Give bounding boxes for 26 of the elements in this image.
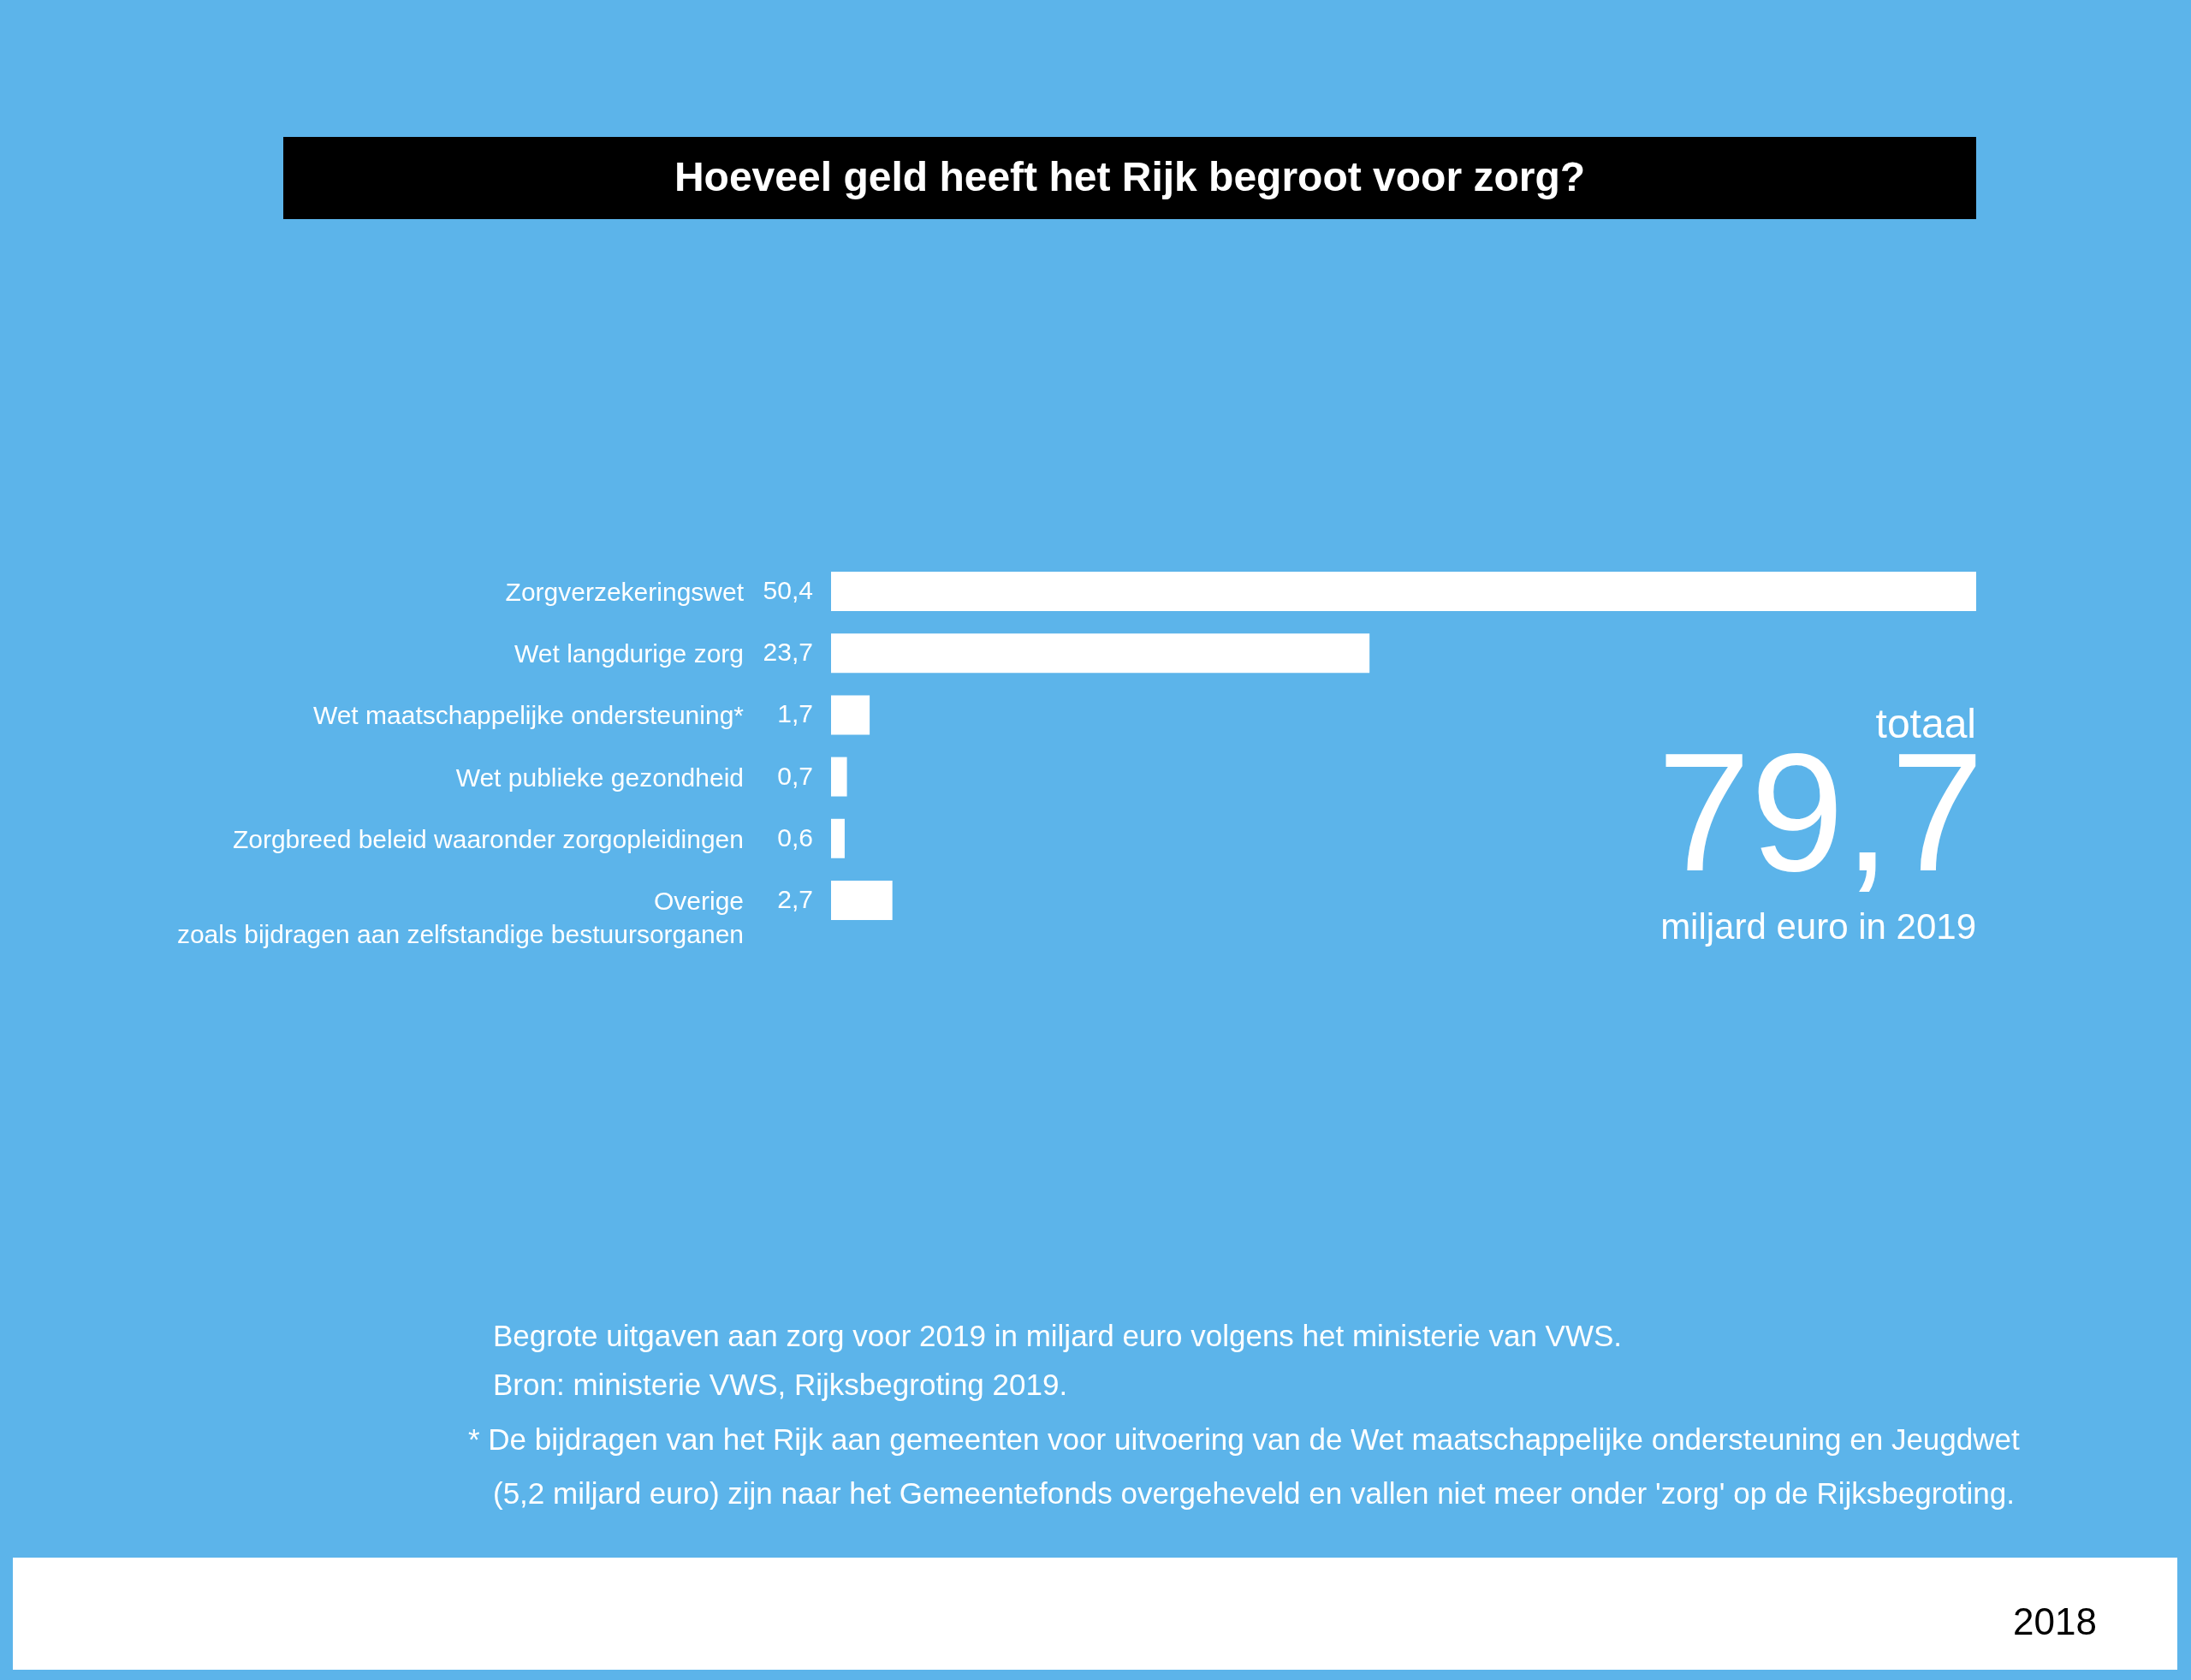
data-label: 50,4 bbox=[763, 576, 813, 605]
data-label: 23,7 bbox=[763, 638, 813, 667]
text: Bron: ministerie VWS, Rijksbegroting 2019. bbox=[493, 1368, 1068, 1401]
annotation: miljard euro in 2019 bbox=[1660, 906, 1976, 947]
bar bbox=[831, 572, 1976, 612]
y-tick-label: Zorgverzekeringswet bbox=[505, 578, 745, 607]
text: 2018 bbox=[2013, 1600, 2097, 1642]
bar bbox=[831, 633, 1370, 674]
text: (5,2 miljard euro) zijn naar het Gemeentefonds overgeheveld en vallen niet meer onder 'zorg' op de Rijksbegroting. bbox=[493, 1476, 2015, 1510]
data-label: 0,6 bbox=[777, 822, 813, 852]
bar bbox=[831, 818, 845, 858]
chart-title: Hoeveel geld heeft het Rijk begroot voor zorg? bbox=[674, 154, 1586, 199]
data-label: 1,7 bbox=[777, 699, 813, 728]
y-tick-label: Wet maatschappelijke ondersteuning* bbox=[312, 701, 745, 730]
bar bbox=[831, 695, 870, 735]
y-tick-label: Zorgbreed beleid waaronder zorgopleidingen bbox=[232, 824, 744, 853]
data-label: 0,7 bbox=[777, 761, 813, 790]
y-tick-label: Overige zoals bijdragen aan zelfstandige bestuursorganen bbox=[176, 886, 744, 948]
text: Begrote uitgaven aan zorg voor 2019 in miljard euro volgens het ministerie van VWS. bbox=[493, 1319, 1623, 1352]
annotation: totaal bbox=[1875, 701, 1976, 746]
bar bbox=[831, 757, 847, 797]
y-tick-label: Wet publieke gezondheid bbox=[455, 763, 744, 792]
y-tick-label: Wet langdurige zorg bbox=[514, 639, 744, 668]
data-label: 2,7 bbox=[777, 884, 813, 913]
text: * De bijdragen van het Rijk aan gemeenten voor uitvoering van de Wet maatschappelijke ondersteuning en Jeugdwet bbox=[468, 1422, 2020, 1456]
bar bbox=[831, 880, 893, 920]
